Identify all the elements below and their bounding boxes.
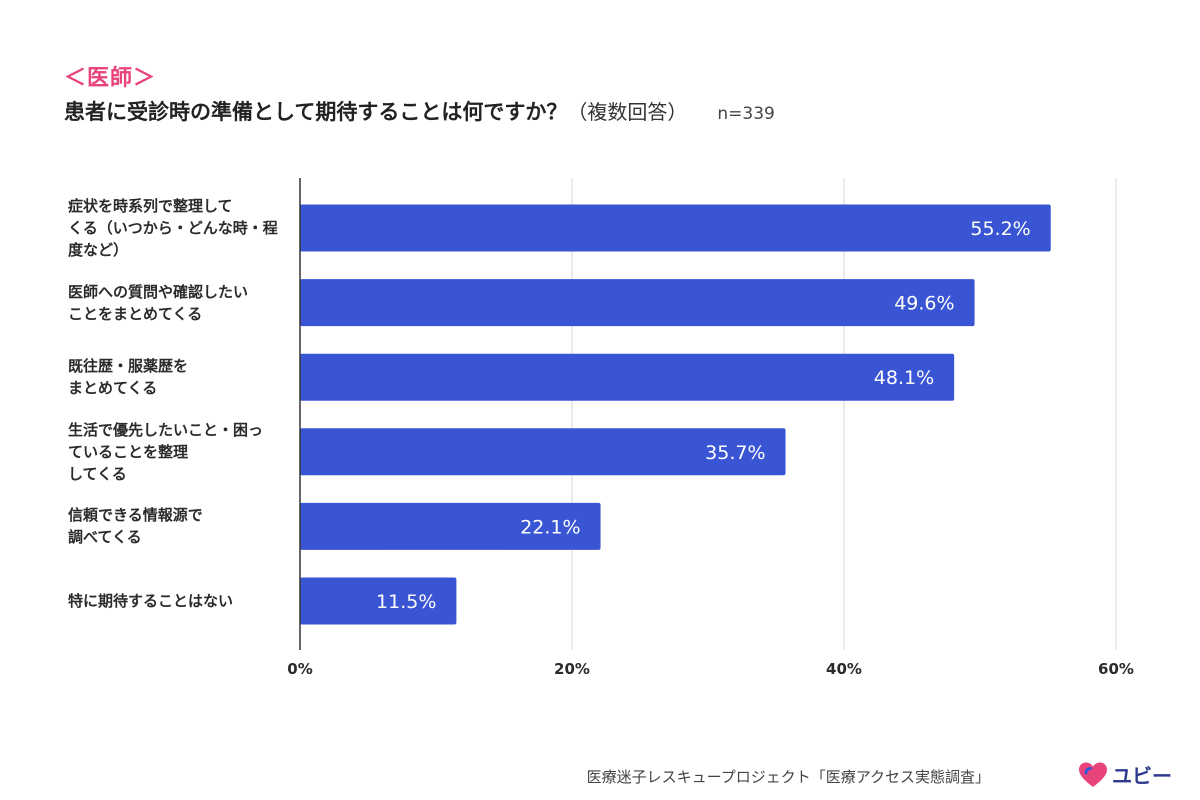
heart-logo-icon [1079, 762, 1107, 787]
category-label: 生活で優先したいこと・困っ ていることを整理 してくる [68, 419, 278, 485]
x-tick-label: 0% [287, 660, 313, 678]
category-label-line: ことをまとめてくる [68, 304, 203, 323]
bar [300, 353, 955, 401]
x-tick-label: 40% [826, 660, 862, 678]
brand-name: ユビー [1112, 764, 1172, 788]
category-label-line: 医師への質問や確認したい [68, 282, 249, 301]
category-label-line: 度など） [68, 241, 129, 259]
chart-title-note: （複数回答） [567, 100, 688, 124]
bar-value-label: 48.1% [874, 367, 934, 389]
category-label: 医師への質問や確認したい ことをまとめてくる [68, 281, 278, 325]
bar-value-label: 11.5% [376, 591, 436, 613]
x-tick-label: 60% [1098, 660, 1134, 678]
sample-size: n=339 [717, 104, 775, 124]
category-label-line: まとめてくる [68, 379, 158, 398]
bar [300, 502, 601, 550]
category-label-line: 特に期待することはない [68, 592, 234, 610]
bar [300, 428, 786, 476]
bar-value-label: 22.1% [520, 516, 580, 538]
category-label-line: 生活で優先したいこと・困っ [68, 420, 264, 439]
category-label-line: 症状を時系列で整理して [68, 197, 233, 215]
x-tick-label: 20% [554, 660, 590, 678]
bar [300, 204, 1051, 252]
category-label-line: 調べてくる [68, 528, 142, 547]
chart-title: 患者に受診時の準備として期待することは何ですか？ [64, 100, 568, 124]
category-label: 既往歴・服薬歴を まとめてくる [68, 355, 278, 399]
category-label-line: くる（いつから・どんな時・程 [68, 219, 278, 237]
category-label-line: 信頼できる情報源で [68, 506, 203, 525]
bar [300, 279, 975, 327]
source-caption: 医療迷子レスキュープロジェクト「医療アクセス実態調査」 [586, 768, 990, 786]
category-label: 特に期待することはない [68, 590, 278, 612]
bar-value-label: 49.6% [894, 293, 954, 315]
category-label-line: してくる [68, 464, 127, 483]
category-label: 信頼できる情報源で 調べてくる [68, 504, 278, 548]
bar-value-label: 35.7% [705, 442, 765, 464]
brand-logo: ユビー [1078, 760, 1172, 789]
bar-value-label: 55.2% [970, 218, 1030, 240]
category-label: 症状を時系列で整理してくる（いつから・どんな時・程 度など） [68, 195, 278, 261]
bar [300, 577, 457, 625]
category-label-line: 既往歴・服薬歴を [68, 357, 189, 376]
category-label-line: ていることを整理 [68, 442, 189, 461]
chart-title-row: 患者に受診時の準備として期待することは何ですか？ （複数回答） n=339 [64, 96, 775, 126]
respondent-tag: ＜医師＞ [64, 66, 157, 91]
